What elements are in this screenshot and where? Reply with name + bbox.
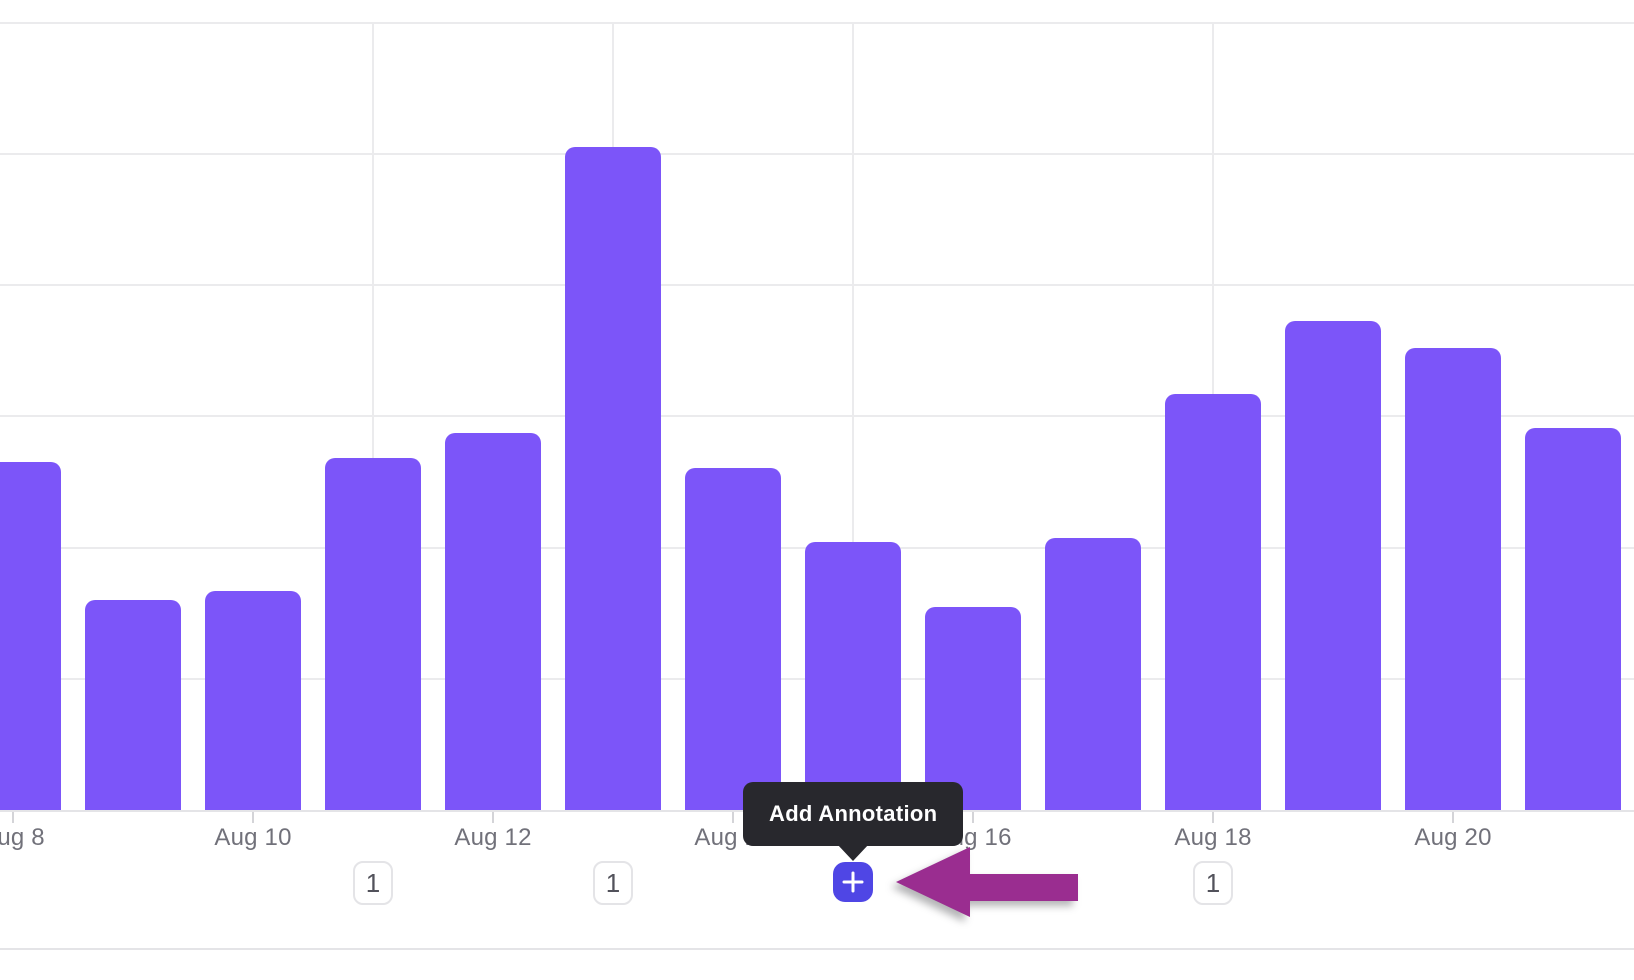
x-tick	[252, 812, 254, 823]
x-tick	[972, 812, 974, 823]
bar-aug-8[interactable]	[0, 462, 61, 810]
x-tick-label: Aug 18	[1174, 824, 1252, 851]
annotation-badge-aug-11[interactable]: 1	[353, 861, 393, 905]
x-tick-label: Aug 12	[454, 824, 532, 851]
bottom-divider	[0, 948, 1634, 950]
h-gridline	[0, 153, 1634, 155]
bar-aug-19[interactable]	[1285, 321, 1381, 810]
x-tick	[12, 812, 14, 823]
h-gridline	[0, 21, 1634, 24]
annotation-badge-aug-13[interactable]: 1	[593, 861, 633, 905]
add-annotation-tooltip: Add Annotation	[743, 782, 964, 846]
bar-aug-15[interactable]	[805, 542, 901, 810]
x-tick	[732, 812, 734, 823]
x-tick-label: Aug 20	[1414, 824, 1492, 851]
pointer-arrow-shape	[896, 847, 1078, 917]
annotation-count: 1	[365, 867, 381, 898]
bar-aug-10[interactable]	[205, 591, 301, 810]
bar-aug-11[interactable]	[325, 458, 421, 810]
bar-aug-17[interactable]	[1045, 538, 1141, 810]
add-annotation-button[interactable]	[833, 862, 873, 902]
x-tick	[1212, 812, 1214, 823]
h-gridline	[0, 415, 1634, 418]
tooltip-pointer	[837, 844, 869, 861]
x-tick-label: Aug 10	[214, 824, 292, 851]
bar-aug-20[interactable]	[1405, 348, 1501, 810]
annotation-count: 1	[1205, 867, 1221, 898]
bar-aug-12[interactable]	[445, 433, 541, 810]
x-tick-label: Aug 8	[0, 824, 45, 851]
bar-aug-16[interactable]	[925, 607, 1021, 810]
annotation-badge-aug-18[interactable]: 1	[1193, 861, 1233, 905]
bar-aug-21[interactable]	[1525, 428, 1621, 810]
x-tick	[492, 812, 494, 823]
bar-aug-9[interactable]	[85, 600, 181, 810]
x-tick	[1452, 812, 1454, 823]
bar-aug-18[interactable]	[1165, 394, 1261, 810]
annotation-marker-line	[372, 22, 374, 810]
h-gridline	[0, 284, 1634, 287]
plus-icon	[842, 871, 864, 893]
bar-aug-14[interactable]	[685, 468, 781, 810]
annotation-marker-line	[852, 22, 854, 810]
bar-aug-13[interactable]	[565, 147, 661, 810]
tooltip-label: Add Annotation	[769, 801, 938, 826]
annotation-count: 1	[605, 867, 621, 898]
